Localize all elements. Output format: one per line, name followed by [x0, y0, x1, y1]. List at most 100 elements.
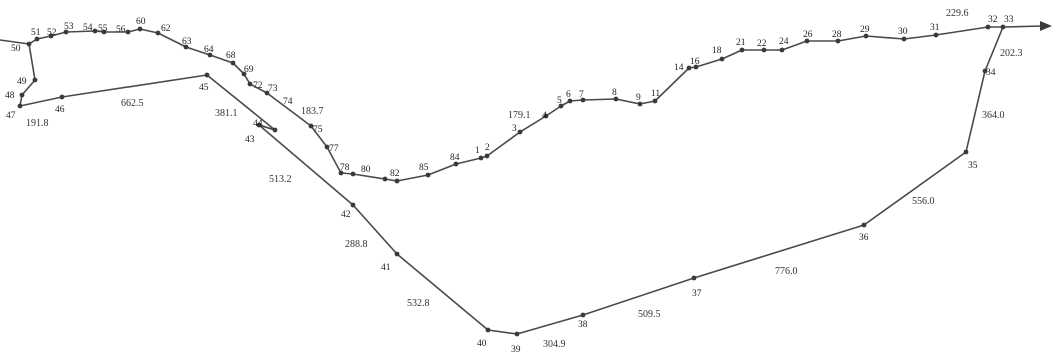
station-point-18: [719, 56, 725, 62]
distance-label: 532.8: [407, 298, 430, 309]
station-label-11: 11: [651, 89, 660, 99]
station-point-35: [963, 149, 969, 155]
station-point-37: [691, 275, 697, 281]
station-label-53: 53: [64, 22, 74, 32]
station-point-14: [686, 65, 692, 71]
spur-line-43-44: [258, 124, 276, 131]
station-label-68: 68: [226, 51, 236, 61]
station-label-16: 16: [690, 57, 700, 67]
route-lines: [0, 21, 1052, 335]
station-point-29: [863, 33, 869, 39]
station-point-33: [1000, 24, 1006, 30]
station-label-33: 33: [1004, 15, 1014, 25]
station-point-73: [264, 90, 270, 96]
station-label-18: 18: [712, 46, 722, 56]
station-label-75: 75: [313, 125, 323, 135]
station-label-40: 40: [477, 339, 487, 349]
station-point-52: [48, 33, 54, 39]
station-label-9: 9: [636, 93, 641, 103]
station-label-31: 31: [930, 23, 940, 33]
station-point-60: [137, 26, 143, 32]
distance-label: 381.1: [215, 108, 238, 119]
station-point-8: [613, 96, 619, 102]
station-point-46: [59, 94, 65, 100]
station-label-38: 38: [578, 320, 588, 330]
station-point-75: [324, 144, 330, 150]
station-label-24: 24: [779, 37, 789, 47]
station-label-60: 60: [136, 17, 146, 27]
station-point-24: [779, 47, 785, 53]
station-label-45: 45: [199, 83, 209, 93]
station-label-42: 42: [341, 210, 351, 220]
station-point-80: [382, 176, 388, 182]
station-label-50: 50: [11, 44, 21, 54]
distance-label: 288.8: [345, 239, 368, 250]
station-point-55: [101, 29, 107, 35]
station-point-38: [580, 312, 586, 318]
station-label-21: 21: [736, 38, 746, 48]
station-label-3: 3: [512, 124, 517, 134]
station-label-64: 64: [204, 45, 214, 55]
station-point-42: [350, 202, 356, 208]
station-label-56: 56: [116, 25, 126, 35]
station-point-1: [478, 155, 484, 161]
station-point-54: [92, 28, 98, 34]
station-label-74: 74: [283, 97, 293, 107]
station-point-40: [485, 327, 491, 333]
station-point-48: [19, 92, 25, 98]
station-label-29: 29: [860, 25, 870, 35]
station-label-14: 14: [674, 63, 684, 73]
station-label-6: 6: [566, 90, 571, 100]
station-label-41: 41: [381, 263, 391, 273]
station-label-30: 30: [898, 27, 908, 37]
station-label-73: 73: [268, 84, 278, 94]
station-point-4: [543, 113, 549, 119]
station-point-77: [338, 170, 344, 176]
station-point-78: [350, 171, 356, 177]
station-label-44: 44: [253, 119, 263, 129]
station-point-53: [63, 29, 69, 35]
station-point-9: [637, 101, 643, 107]
station-label-84: 84: [450, 153, 460, 163]
distance-label: 191.8: [26, 118, 49, 129]
station-point-26: [804, 38, 810, 44]
station-label-7: 7: [579, 90, 584, 100]
station-label-48: 48: [5, 91, 15, 101]
station-label-52: 52: [47, 28, 57, 38]
station-point-6: [567, 98, 573, 104]
station-point-47: [17, 103, 23, 109]
station-label-5: 5: [557, 96, 562, 106]
station-points: [17, 24, 1006, 337]
station-label-43: 43: [245, 135, 255, 145]
station-point-5: [558, 103, 564, 109]
station-label-80: 80: [361, 165, 371, 175]
station-label-82: 82: [390, 169, 400, 179]
station-label-55: 55: [98, 24, 108, 34]
station-point-31: [933, 32, 939, 38]
station-label-72: 72: [253, 81, 263, 91]
station-label-78: 78: [340, 163, 350, 173]
station-point-82: [394, 178, 400, 184]
station-point-62: [155, 30, 161, 36]
station-label-26: 26: [803, 30, 813, 40]
station-point-2: [484, 153, 490, 159]
station-point-21: [739, 47, 745, 53]
distance-label: 513.2: [269, 174, 292, 185]
station-label-69: 69: [244, 65, 254, 75]
incoming-line-segment: [0, 39, 30, 45]
station-point-44: [272, 127, 278, 133]
station-point-36: [861, 222, 867, 228]
outgoing-arrow-line: [1002, 25, 1043, 28]
station-label-54: 54: [83, 23, 93, 33]
station-label-4: 4: [542, 111, 547, 121]
station-point-7: [580, 97, 586, 103]
station-label-32: 32: [988, 15, 998, 25]
station-point-41: [394, 251, 400, 257]
distance-label: 202.3: [1000, 48, 1023, 59]
station-point-45: [204, 72, 210, 78]
station-point-32: [985, 24, 991, 30]
arrow-head-icon: [1040, 21, 1052, 31]
station-point-39: [514, 331, 520, 337]
station-point-30: [901, 36, 907, 42]
